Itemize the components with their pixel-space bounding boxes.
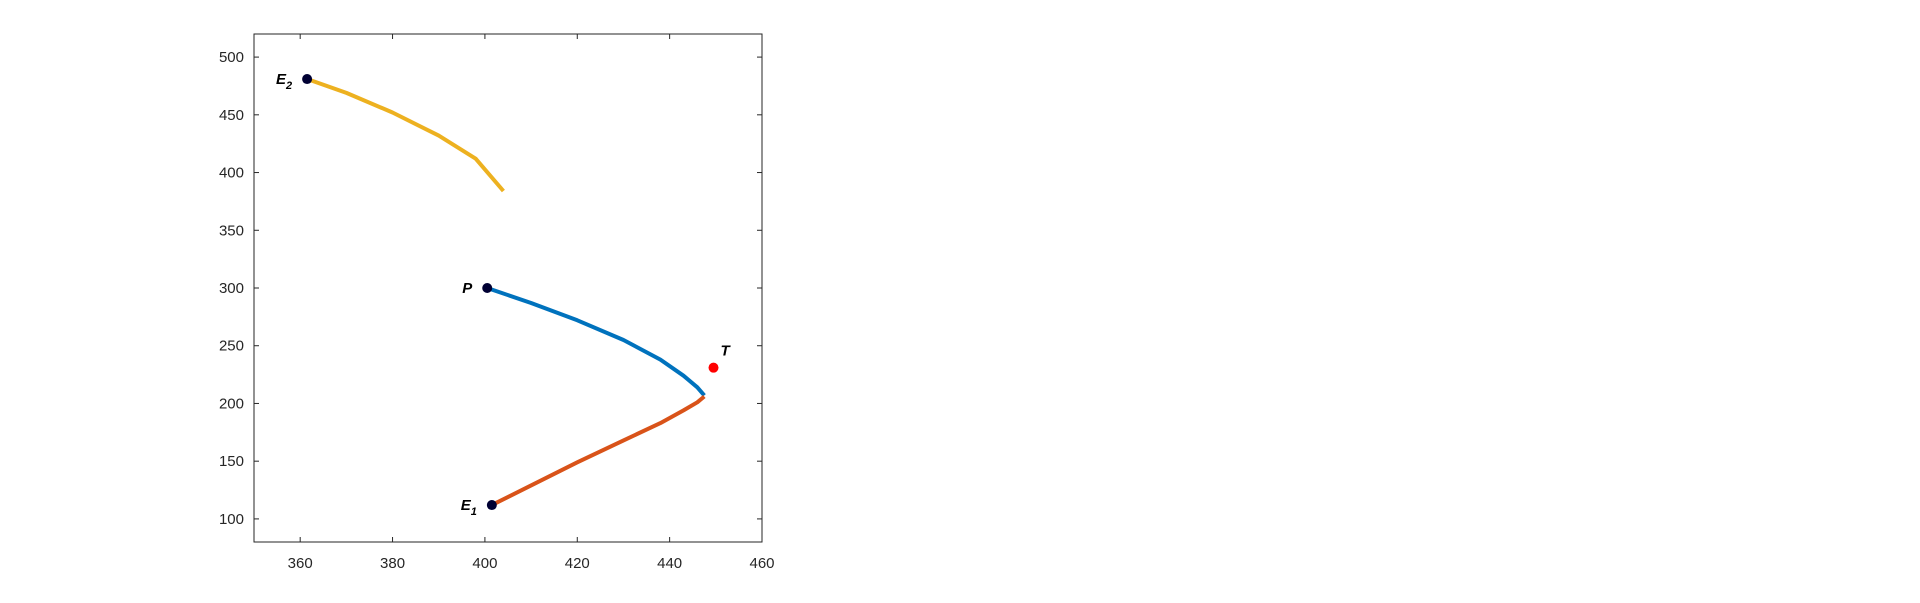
x-tick-label: 420	[565, 555, 590, 572]
series-line-2	[490, 394, 706, 507]
y-tick-label: 450	[219, 107, 244, 124]
point-label-e2: E2	[276, 71, 292, 92]
tick-labels: 360 380 400 420 440 460 100 150 200 250 300 350 400 4…	[219, 49, 775, 572]
point-label-e1: E1	[461, 497, 477, 518]
point-label-subscript: 2	[285, 80, 292, 92]
y-tick-label: 300	[219, 280, 244, 297]
point-marker-e1	[486, 500, 497, 511]
point-label-p: P	[462, 280, 473, 297]
point-label-text: E	[276, 71, 287, 88]
x-tick-label: 400	[472, 555, 497, 572]
y-tick-label: 500	[219, 49, 244, 66]
y-tick-label: 350	[219, 222, 244, 239]
point-label-subscript: 1	[471, 506, 477, 518]
point-marker-t	[708, 362, 719, 373]
x-tick-label: 460	[749, 555, 774, 572]
point-label-text: P	[462, 280, 473, 297]
point-marker-e2	[302, 74, 313, 85]
point-marker-p	[482, 283, 493, 293]
series-line-1	[486, 286, 706, 397]
y-tick-label: 100	[219, 511, 244, 528]
point-label-t: T	[721, 343, 732, 360]
plot-frame	[253, 33, 763, 543]
point-label-text: T	[721, 343, 732, 360]
series-layer	[306, 77, 706, 507]
y-tick-label: 150	[219, 453, 244, 470]
point-label-text: E	[461, 497, 472, 514]
plot-background	[254, 34, 762, 542]
x-tick-label: 360	[288, 555, 313, 572]
y-tick-label: 250	[219, 338, 244, 355]
y-tick-label: 200	[219, 395, 244, 412]
series-line-3	[306, 77, 505, 193]
x-tick-label: 380	[380, 555, 405, 572]
x-tick-label: 440	[657, 555, 682, 572]
y-tick-label: 400	[219, 165, 244, 182]
